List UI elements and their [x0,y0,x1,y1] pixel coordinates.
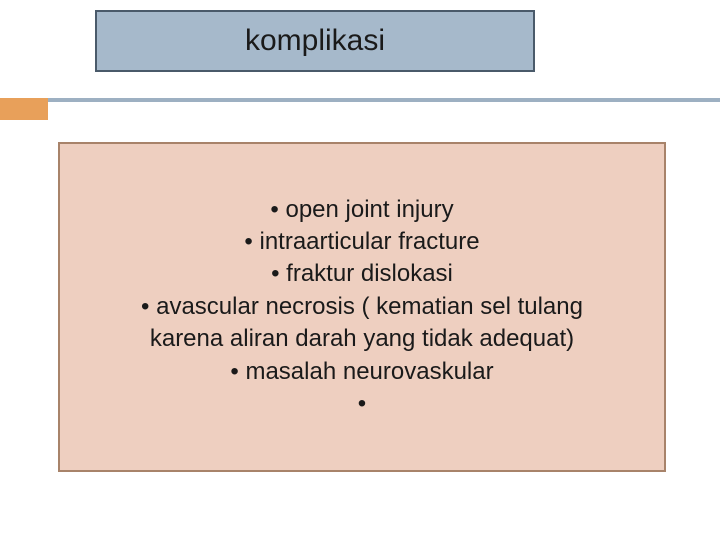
title-box: komplikasi [95,10,535,72]
accent-bar [0,98,48,120]
content-line: • avascular necrosis ( kematian sel tula… [141,291,583,323]
content-line: • open joint injury [270,194,453,226]
content-line: • masalah neurovaskular [230,356,493,388]
content-box: • open joint injury • intraarticular fra… [58,142,666,472]
content-line: • intraarticular fracture [244,226,479,258]
content-line: • fraktur dislokasi [271,258,453,290]
content-line: karena aliran darah yang tidak adequat) [150,323,574,355]
divider-bar [0,98,720,102]
title-text: komplikasi [245,24,385,58]
content-line: • [358,388,366,420]
